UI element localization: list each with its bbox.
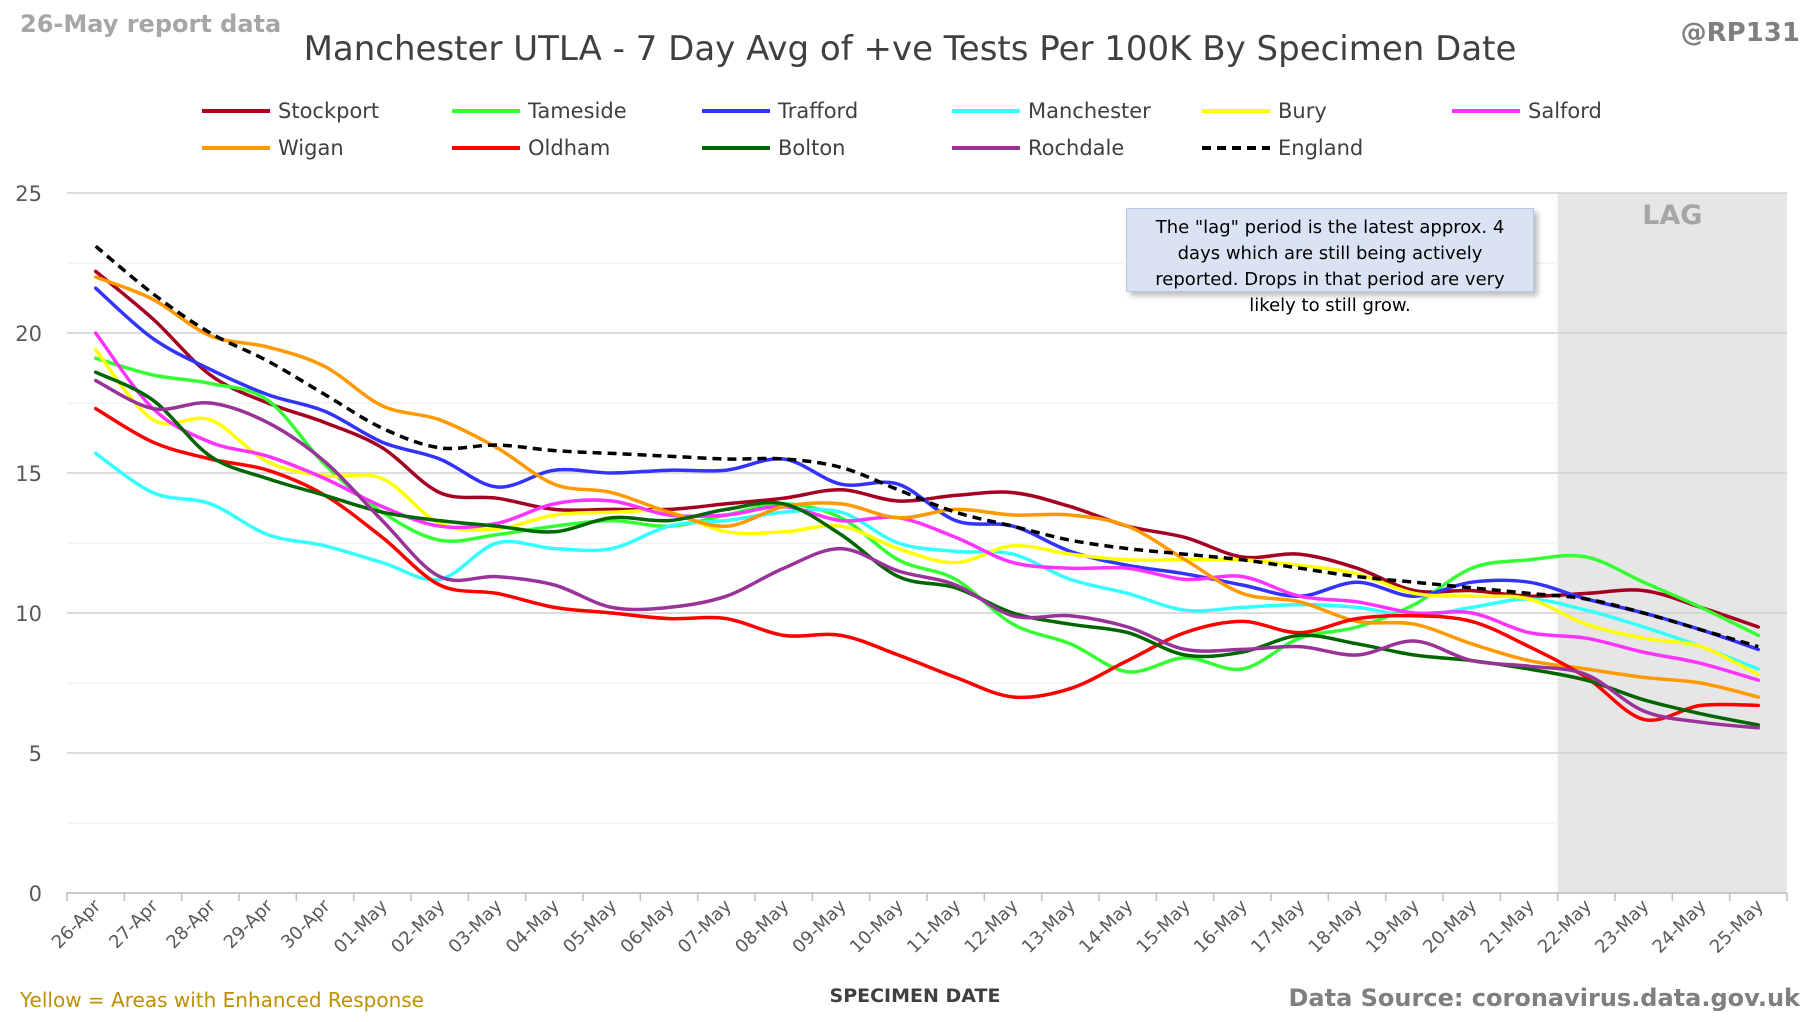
- x-tick-label: 25-May: [1706, 895, 1768, 957]
- x-tick-label: 22-May: [1534, 895, 1596, 957]
- x-tick-label: 11-May: [903, 895, 965, 957]
- footnote-enhanced-response: Yellow = Areas with Enhanced Response: [20, 988, 424, 1012]
- series-line-oldham: [93, 406, 1761, 722]
- x-tick-label: 24-May: [1649, 895, 1711, 957]
- y-tick-label: 0: [29, 882, 42, 906]
- x-tick-label: 19-May: [1362, 895, 1424, 957]
- x-tick-label: 30-Apr: [277, 895, 335, 953]
- series-line-england: [94, 244, 1759, 649]
- gridlines: [67, 192, 1787, 894]
- legend-label-bolton: Bolton: [778, 136, 845, 160]
- x-tick-label: 12-May: [961, 895, 1023, 957]
- x-tick-label: 07-May: [674, 895, 736, 957]
- legend-label-bury: Bury: [1278, 99, 1327, 123]
- x-tick-label: 28-Apr: [162, 895, 220, 953]
- data-source: Data Source: coronavirus.data.gov.uk: [1288, 984, 1801, 1012]
- x-tick-label: 02-May: [387, 895, 449, 957]
- legend-label-trafford: Trafford: [777, 99, 858, 123]
- x-tick-label: 03-May: [445, 895, 507, 957]
- series-line-manchester: [93, 451, 1761, 671]
- x-tick-label: 14-May: [1075, 895, 1137, 957]
- x-tick-label: 05-May: [559, 895, 621, 957]
- x-tick-label: 29-Apr: [220, 895, 278, 953]
- x-tick-label: 27-Apr: [105, 895, 163, 953]
- x-tick-label: 17-May: [1247, 895, 1309, 957]
- legend: Stockport Tameside Trafford Manchester Bury S…: [202, 99, 1602, 160]
- series-line-stockport: [93, 269, 1761, 629]
- x-axis-title: SPECIMEN DATE: [830, 985, 1001, 1007]
- y-tick-label: 20: [15, 322, 42, 346]
- x-tick-label: 23-May: [1591, 895, 1653, 957]
- x-tick-label: 15-May: [1133, 895, 1195, 957]
- series-line-wigan: [93, 275, 1761, 699]
- x-tick-label: 06-May: [617, 895, 679, 957]
- y-tick-label: 5: [29, 742, 42, 766]
- axes: 0 5 10 15 20 25 26-Apr 27-Apr 28-Apr 29-Apr 30-Apr…: [15, 182, 1788, 958]
- y-tick-label: 10: [15, 602, 42, 626]
- legend-label-oldham: Oldham: [528, 136, 610, 160]
- series-line-salford: [93, 331, 1761, 682]
- series-line-trafford: [93, 286, 1761, 652]
- x-tick-label: 20-May: [1419, 895, 1481, 957]
- series-line-rochdale: [93, 378, 1761, 730]
- legend-label-tameside: Tameside: [527, 99, 627, 123]
- y-tick-label: 25: [15, 182, 42, 206]
- x-tick-label: 13-May: [1018, 895, 1080, 957]
- series-line-bury: [93, 348, 1761, 677]
- x-tick-label: 21-May: [1477, 895, 1539, 957]
- y-tick-label: 15: [15, 462, 42, 486]
- x-tick-label: 18-May: [1305, 895, 1367, 957]
- x-tick-label: 08-May: [731, 895, 793, 957]
- x-tick-label: 09-May: [789, 895, 851, 957]
- x-tick-label: 10-May: [846, 895, 908, 957]
- legend-label-england: England: [1278, 136, 1363, 160]
- legend-label-manchester: Manchester: [1028, 99, 1151, 123]
- report-date: 26-May report data: [20, 10, 282, 38]
- lag-annotation: The "lag" period is the latest approx. 4…: [1126, 208, 1534, 316]
- legend-label-salford: Salford: [1528, 99, 1602, 123]
- x-tick-label: 04-May: [502, 895, 564, 957]
- lag-label: LAG: [1642, 200, 1702, 231]
- author-handle: @RP131: [1680, 18, 1800, 48]
- legend-label-stockport: Stockport: [278, 99, 379, 123]
- x-tick-label: 16-May: [1190, 895, 1252, 957]
- chart-title: Manchester UTLA - 7 Day Avg of +ve Tests…: [304, 29, 1517, 69]
- x-tick-label: 01-May: [330, 895, 392, 957]
- series-line-tameside: [93, 356, 1761, 674]
- legend-label-wigan: Wigan: [278, 136, 344, 160]
- x-tick-label: 26-Apr: [48, 895, 106, 953]
- series-lines: [93, 244, 1761, 730]
- legend-label-rochdale: Rochdale: [1028, 136, 1124, 160]
